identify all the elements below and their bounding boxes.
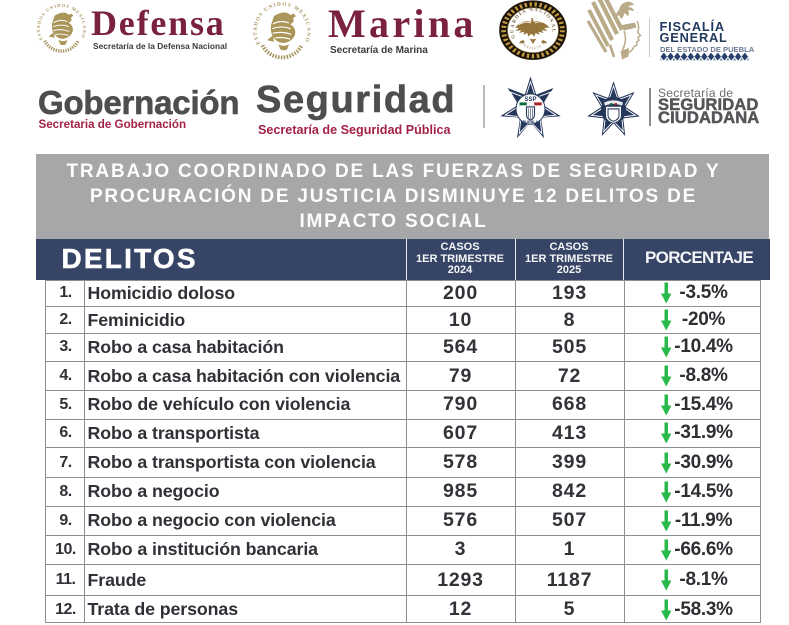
svg-text:PUEBLA: PUEBLA: [523, 119, 539, 124]
svg-text:SSP: SSP: [525, 96, 537, 103]
